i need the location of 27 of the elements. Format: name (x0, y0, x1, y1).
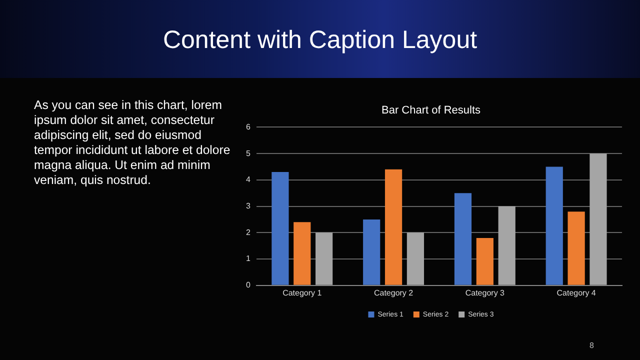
y-tick-label: 4 (246, 175, 251, 184)
bar (406, 232, 424, 285)
text: 8 (590, 341, 594, 350)
x-tick-label: Category 4 (556, 288, 596, 298)
y-tick-label: 0 (246, 280, 251, 290)
bar (384, 169, 402, 285)
bar (454, 193, 472, 285)
x-tick-label: Category 1 (282, 288, 322, 298)
bar (316, 232, 333, 285)
x-tick-label: Category 3 (465, 288, 506, 298)
chart-title: Content with Caption Layout (162, 26, 478, 55)
bar (498, 206, 516, 285)
y-tick-label: 1 (246, 254, 251, 264)
y-tick-label: 2 (246, 228, 251, 237)
bar (476, 238, 494, 285)
bar (590, 154, 607, 285)
x-tick-label: Category 2 (374, 288, 414, 298)
bar (272, 172, 289, 285)
chart-subtitle: Bar Chart of Results (381, 104, 482, 117)
bar (363, 219, 380, 285)
bar (568, 212, 585, 285)
y-tick-label: 5 (246, 148, 251, 158)
y-tick-label: 6 (246, 122, 251, 132)
text: As you can see in this chart, lorem ipsum dolor sit amet, consectetur adipiscing elit, sed do eiusmod tempor incididunt ut labore et dolore magna aliqua. Ut enim ad minim veniam, quis nostrud. (34, 98, 232, 188)
bar (294, 222, 311, 285)
bar (546, 166, 563, 285)
y-tick-label: 3 (246, 202, 251, 211)
